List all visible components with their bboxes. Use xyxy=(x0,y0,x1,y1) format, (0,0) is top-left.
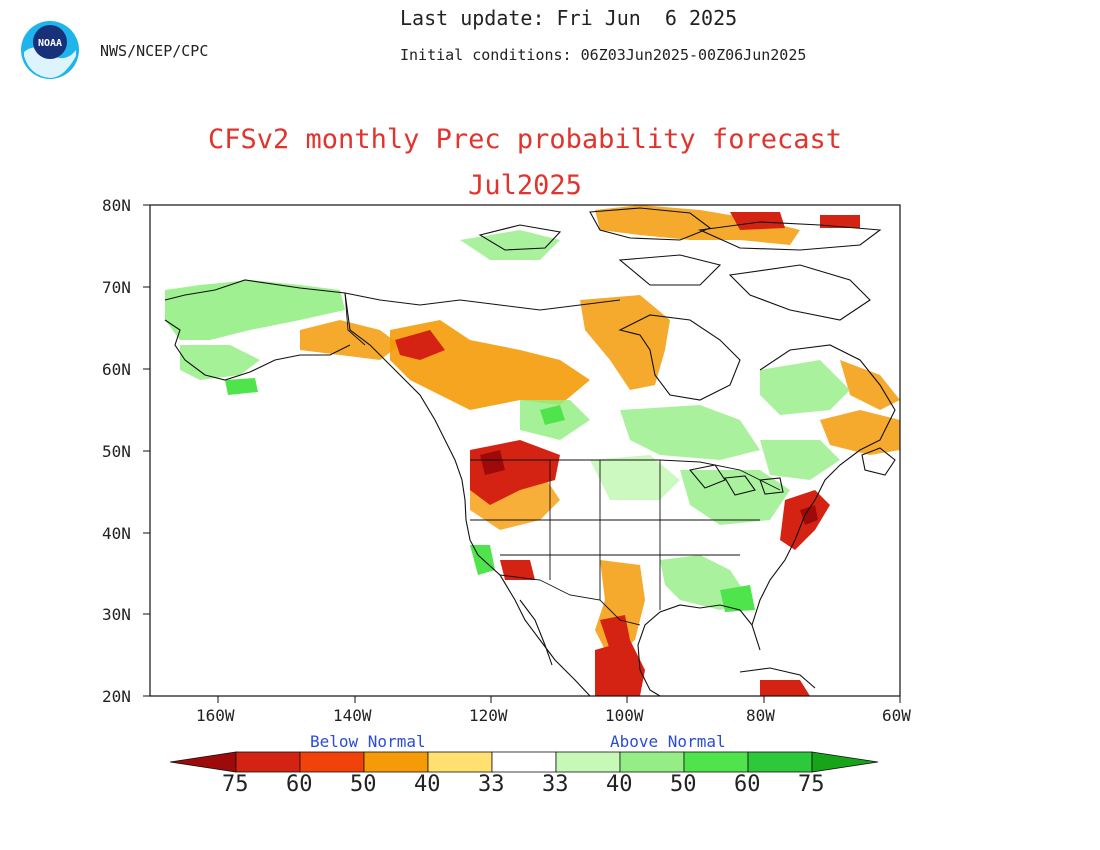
legend-level-b75: 75 xyxy=(222,772,249,797)
lat-ticks xyxy=(143,204,150,697)
legend-swatch-normal xyxy=(491,751,557,773)
below-normal-label: Below Normal xyxy=(310,732,426,751)
lon-label-100w: 100W xyxy=(605,706,644,725)
lon-label-120w: 120W xyxy=(469,706,508,725)
legend-level-a60: 60 xyxy=(734,772,761,797)
coastlines xyxy=(164,207,896,696)
legend-level-a33: 33 xyxy=(542,772,569,797)
legend-swatch-b40 xyxy=(363,751,429,773)
legend-swatch-a60 xyxy=(747,751,813,773)
chart-subtitle: Jul2025 xyxy=(468,170,582,201)
lon-ticks xyxy=(217,696,901,703)
agency-label: NWS/NCEP/CPC xyxy=(100,42,209,60)
noaa-logo-text: NOAA xyxy=(38,38,62,49)
lon-label-60w: 60W xyxy=(882,706,911,725)
lat-label-50n: 50N xyxy=(102,442,131,461)
lon-label-160w: 160W xyxy=(196,706,235,725)
legend-swatch-a50 xyxy=(683,751,749,773)
legend-level-b40: 40 xyxy=(414,772,441,797)
last-update: Last update: Fri Jun 6 2025 xyxy=(400,6,738,30)
lon-label-80w: 80W xyxy=(746,706,775,725)
borders xyxy=(344,292,781,626)
color-legend-bar xyxy=(170,751,879,773)
legend-arrow-left xyxy=(170,751,237,773)
lon-label-140w: 140W xyxy=(333,706,372,725)
legend-arrow-right xyxy=(811,751,879,773)
legend-swatch-a40 xyxy=(619,751,685,773)
below-normal-areas xyxy=(300,205,900,696)
legend-level-a40: 40 xyxy=(606,772,633,797)
lat-label-60n: 60N xyxy=(102,360,131,379)
legend-level-b50: 50 xyxy=(350,772,377,797)
noaa-logo: NOAA xyxy=(20,20,80,80)
legend-swatch-b60 xyxy=(235,751,301,773)
initial-conditions: Initial conditions: 06Z03Jun2025-00Z06Ju… xyxy=(400,46,807,64)
legend-level-b60: 60 xyxy=(286,772,313,797)
legend-swatch-a33 xyxy=(555,751,621,773)
legend-level-a75: 75 xyxy=(798,772,825,797)
lat-label-20n: 20N xyxy=(102,687,131,706)
lat-label-80n: 80N xyxy=(102,196,131,215)
lat-label-30n: 30N xyxy=(102,605,131,624)
lat-label-70n: 70N xyxy=(102,278,131,297)
lat-label-40n: 40N xyxy=(102,524,131,543)
legend-level-a50: 50 xyxy=(670,772,697,797)
legend-swatch-b50 xyxy=(299,751,365,773)
legend-swatch-b33 xyxy=(427,751,493,773)
legend-level-b33: 33 xyxy=(478,772,505,797)
chart-title: CFSv2 monthly Prec probability forecast xyxy=(208,124,842,155)
above-normal-label: Above Normal xyxy=(610,732,726,751)
